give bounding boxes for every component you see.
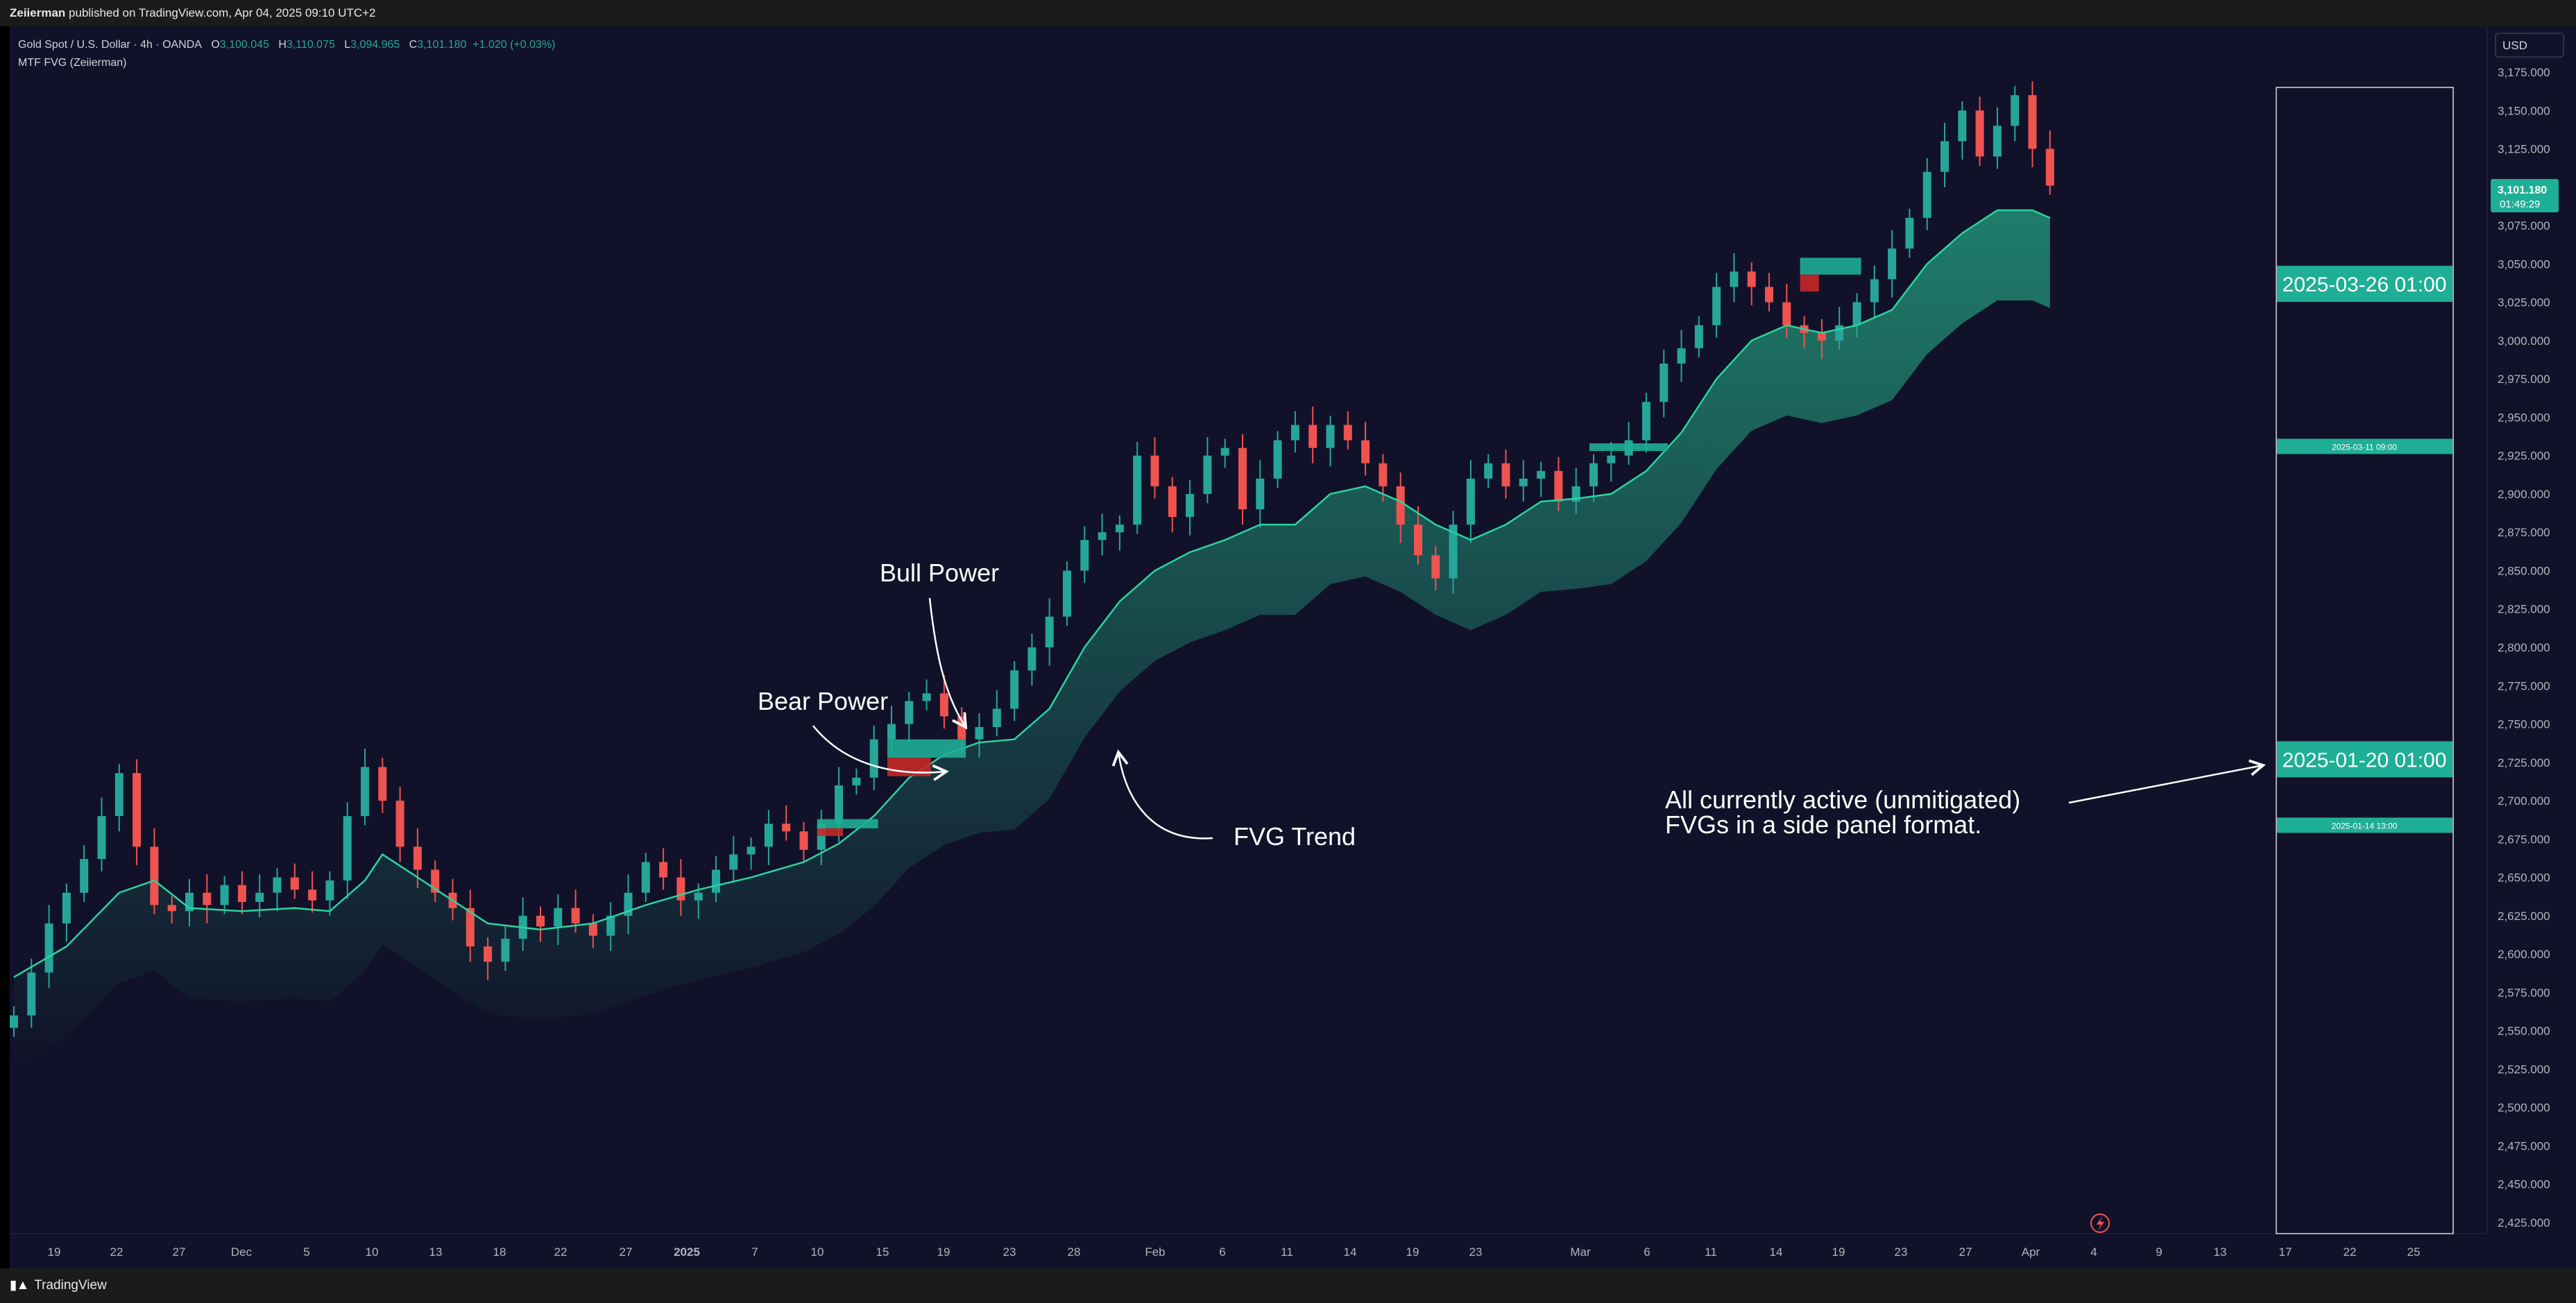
low-label: L (344, 39, 351, 51)
symbol-legend-row[interactable]: Gold Spot / U.S. Dollar · 4h · OANDA O3,… (18, 36, 556, 54)
open-label: O (211, 39, 220, 51)
tradingview-logo-icon[interactable]: ▮▲ (10, 1278, 29, 1293)
publish-header: Zeiierman published on TradingView.com, … (0, 0, 2576, 26)
high-label: H (278, 39, 287, 51)
indicator-legend-row[interactable]: MTF FVG (Zeiierman) (18, 54, 556, 72)
chart-legend: Gold Spot / U.S. Dollar · 4h · OANDA O3,… (18, 36, 556, 72)
low-value: 3,094.965 (350, 39, 400, 51)
open-value: 3,100.045 (219, 39, 269, 51)
author-name[interactable]: Zeiierman (10, 6, 66, 19)
symbol-name: Gold Spot / U.S. Dollar · 4h · OANDA (18, 39, 202, 51)
indicator-name: MTF FVG (Zeiierman) (18, 57, 127, 69)
close-label: C (409, 39, 418, 51)
close-value: 3,101.180 (417, 39, 467, 51)
change-value: +1.020 (+0.03%) (472, 39, 556, 51)
high-value: 3,110.075 (286, 39, 335, 51)
footer-brand[interactable]: TradingView (34, 1278, 107, 1293)
footer-bar: ▮▲ TradingView (0, 1268, 2576, 1303)
publish-info: published on TradingView.com, Apr 04, 20… (65, 6, 376, 19)
chart-area[interactable] (10, 26, 2576, 1268)
